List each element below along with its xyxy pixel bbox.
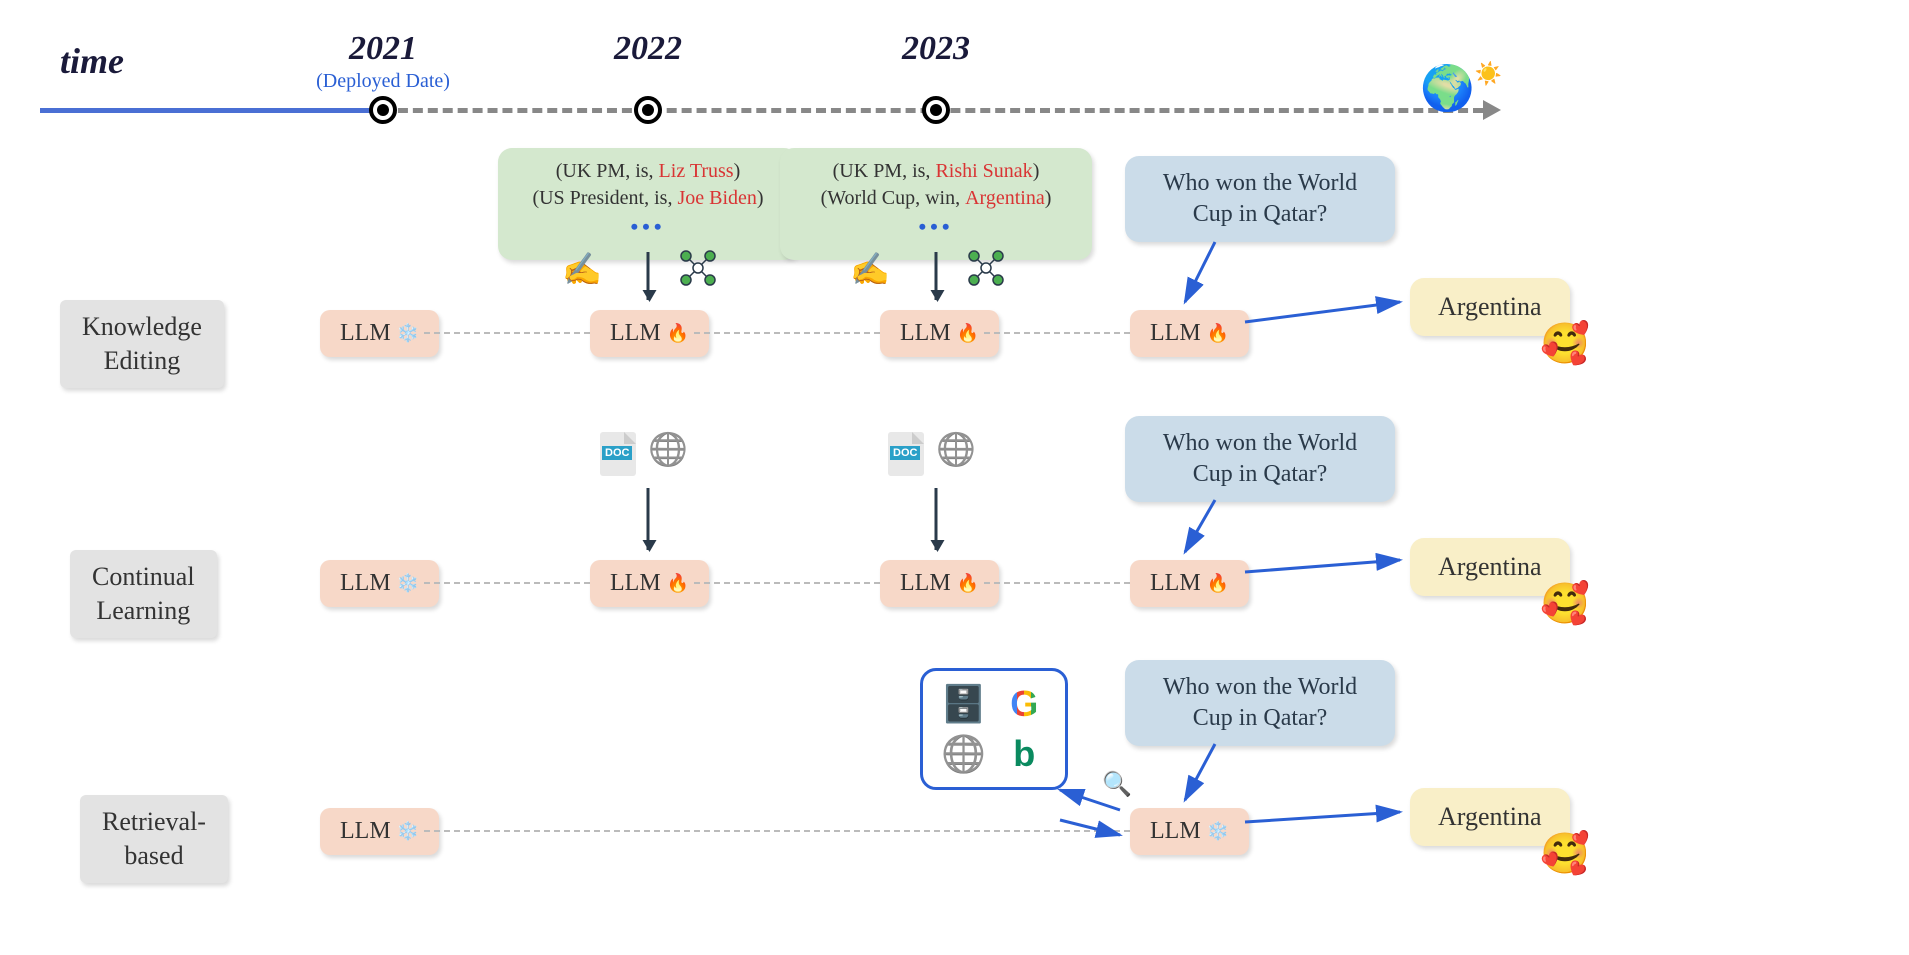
- network-icon: [676, 246, 720, 290]
- deployed-date-label: (Deployed Date): [316, 70, 450, 93]
- fact-box-2022: (UK PM, is, Liz Truss) (US President, is…: [498, 148, 798, 260]
- fact-line: (US President, is, Joe Biden): [518, 185, 778, 212]
- wikipedia-icon: 🌐: [936, 430, 976, 468]
- snowflake-icon: ❄️: [397, 573, 419, 594]
- question-box: Who won the WorldCup in Qatar?: [1125, 660, 1395, 746]
- google-icon: G: [1010, 683, 1038, 725]
- fire-icon: 🔥: [667, 323, 689, 344]
- llm-label: LLM: [900, 320, 951, 347]
- llm-box: LLM 🔥: [1130, 310, 1249, 357]
- arrow-down: [935, 252, 938, 300]
- llm-box: LLM 🔥: [880, 560, 999, 607]
- pen-icon: ✍️: [562, 250, 602, 288]
- row-label-text: ContinualLearning: [92, 562, 195, 625]
- year-2023: 2023: [902, 30, 970, 68]
- doc-icon: [888, 432, 924, 476]
- llm-label: LLM: [340, 320, 391, 347]
- dotted-connector: [424, 582, 590, 584]
- llm-box: LLM ❄️: [320, 310, 439, 357]
- dotted-connector: [424, 332, 590, 334]
- llm-box: LLM 🔥: [1130, 560, 1249, 607]
- database-icon: 🗄️: [941, 683, 986, 725]
- llm-label: LLM: [900, 570, 951, 597]
- diagram-canvas: time 2021 (Deployed Date) 2022 2023 🌍☀️ …: [20, 20, 1889, 935]
- snowflake-icon: ❄️: [397, 821, 419, 842]
- llm-box: LLM ❄️: [320, 808, 439, 855]
- globe-icon: 🌍☀️: [1420, 62, 1502, 114]
- llm-label: LLM: [610, 570, 661, 597]
- arrow-down: [935, 488, 938, 550]
- fire-icon: 🔥: [957, 573, 979, 594]
- ellipsis-icon: •••: [800, 212, 1072, 242]
- heart-face-icon: 🥰: [1540, 320, 1590, 367]
- question-text: Who won the WorldCup in Qatar?: [1163, 674, 1357, 731]
- fact-line: (World Cup, win, Argentina): [800, 185, 1072, 212]
- fact-box-2023: (UK PM, is, Rishi Sunak) (World Cup, win…: [780, 148, 1092, 260]
- retrieval-sources-box: 🗄️ G 🌐 b: [920, 668, 1068, 790]
- fire-icon: 🔥: [957, 323, 979, 344]
- doc-icon: [600, 432, 636, 476]
- row-label-continual-learning: ContinualLearning: [70, 550, 217, 638]
- year-2022: 2022: [614, 30, 682, 68]
- row-label-text: Retrieval-based: [102, 807, 206, 870]
- magnify-icon: 🔍: [1102, 770, 1132, 799]
- llm-label: LLM: [1150, 320, 1201, 347]
- timeline-label: time: [60, 40, 124, 82]
- wikipedia-icon: 🌐: [648, 430, 688, 468]
- llm-box: LLM 🔥: [590, 310, 709, 357]
- dotted-connector: [984, 332, 1130, 334]
- llm-box: LLM ❄️: [320, 560, 439, 607]
- network-icon: [964, 246, 1008, 290]
- arrow-down: [647, 488, 650, 550]
- llm-box: LLM ❄️: [1130, 808, 1249, 855]
- fire-icon: 🔥: [667, 573, 689, 594]
- question-box: Who won the WorldCup in Qatar?: [1125, 156, 1395, 242]
- pen-icon: ✍️: [850, 250, 890, 288]
- timeline-solid: [40, 108, 383, 113]
- dotted-connector: [694, 332, 880, 334]
- wikipedia-icon: 🌐: [941, 733, 986, 775]
- row-label-text: KnowledgeEditing: [82, 312, 202, 375]
- year-marker-2021: [369, 96, 397, 124]
- llm-label: LLM: [340, 570, 391, 597]
- fact-line: (UK PM, is, Rishi Sunak): [800, 158, 1072, 185]
- year-marker-2022: [634, 96, 662, 124]
- question-text: Who won the WorldCup in Qatar?: [1163, 430, 1357, 487]
- year-2021: 2021: [349, 30, 417, 68]
- fire-icon: 🔥: [1207, 323, 1229, 344]
- dotted-connector: [694, 582, 880, 584]
- ellipsis-icon: •••: [518, 212, 778, 242]
- llm-label: LLM: [340, 818, 391, 845]
- snowflake-icon: ❄️: [1207, 821, 1229, 842]
- dotted-connector: [984, 582, 1130, 584]
- arrow-down: [647, 252, 650, 300]
- heart-face-icon: 🥰: [1540, 830, 1590, 877]
- question-text: Who won the WorldCup in Qatar?: [1163, 170, 1357, 227]
- dotted-connector: [424, 830, 1130, 832]
- fire-icon: 🔥: [1207, 573, 1229, 594]
- llm-box: LLM 🔥: [590, 560, 709, 607]
- llm-box: LLM 🔥: [880, 310, 999, 357]
- heart-face-icon: 🥰: [1540, 580, 1590, 627]
- llm-label: LLM: [1150, 818, 1201, 845]
- year-marker-2023: [922, 96, 950, 124]
- bing-icon: b: [1013, 733, 1035, 775]
- fact-line: (UK PM, is, Liz Truss): [518, 158, 778, 185]
- row-label-retrieval: Retrieval-based: [80, 795, 228, 883]
- llm-label: LLM: [610, 320, 661, 347]
- question-box: Who won the WorldCup in Qatar?: [1125, 416, 1395, 502]
- llm-label: LLM: [1150, 570, 1201, 597]
- snowflake-icon: ❄️: [397, 323, 419, 344]
- row-label-knowledge-editing: KnowledgeEditing: [60, 300, 224, 388]
